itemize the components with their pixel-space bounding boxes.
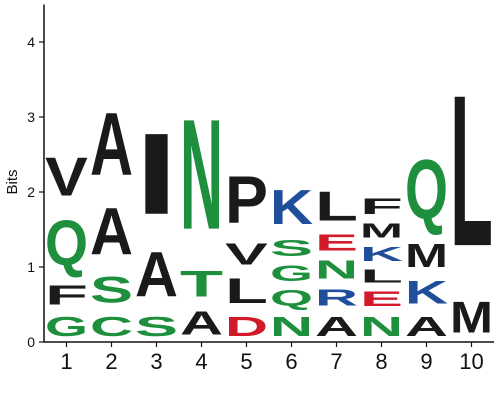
- logo-letter-a: A: [405, 310, 448, 341]
- logo-letter-r: R: [315, 284, 358, 310]
- logo-letter-s: S: [270, 235, 313, 261]
- logo-letter-n: N: [315, 256, 358, 284]
- logo-letter-v: V: [45, 146, 88, 208]
- x-tick-label: 6: [285, 349, 297, 374]
- logo-letter-m: M: [360, 219, 403, 242]
- y-ticks: 0 1 2 3 4: [27, 34, 44, 350]
- logo-letter-q: Q: [405, 143, 448, 238]
- logo-stack-position-4: ATN: [180, 87, 223, 342]
- logo-letter-m: M: [405, 238, 448, 275]
- logo-letter-q: Q: [270, 286, 313, 311]
- logo-letter-l: L: [315, 184, 358, 230]
- x-tick-label: 1: [60, 349, 72, 374]
- x-tick-label: 3: [150, 349, 162, 374]
- x-tick-label: 5: [240, 349, 252, 374]
- x-tick-label: 9: [420, 349, 432, 374]
- logo-letter-f: F: [45, 279, 88, 310]
- logo-letter-p: P: [225, 162, 268, 236]
- y-tick-label: 1: [27, 259, 35, 275]
- x-tick-label: 2: [105, 349, 117, 374]
- logo-letter-d: D: [225, 310, 268, 341]
- y-tick-label: 2: [27, 184, 35, 200]
- logo-letter-a: A: [315, 310, 358, 341]
- logo-letter-n: N: [180, 87, 223, 263]
- y-axis-label: Bits: [4, 169, 21, 194]
- x-tick-label: 4: [195, 349, 207, 374]
- logo-stack-position-10: ML: [450, 50, 493, 342]
- logo-letter-k: K: [405, 275, 449, 311]
- logo-letter-v: V: [225, 237, 268, 272]
- x-tick-label: 10: [459, 349, 483, 374]
- x-axis: 1 2 3 4 5 6 7 8 9 10: [44, 341, 494, 374]
- logo-letter-k: K: [270, 179, 313, 235]
- logo-letter-a: A: [90, 95, 133, 195]
- y-tick-label: 0: [27, 334, 35, 350]
- logo-letter-g: G: [45, 311, 88, 342]
- logo-letter-l: L: [450, 50, 493, 291]
- x-ticks: 1 2 3 4 5 6 7 8 9 10: [60, 342, 484, 374]
- x-tick-label: 8: [375, 349, 387, 374]
- y-axis: 0 1 2 3 4 Bits: [4, 4, 45, 350]
- y-tick-label: 4: [27, 34, 35, 50]
- logo-letter-g: G: [270, 261, 313, 286]
- logo-letter-m: M: [450, 294, 493, 343]
- logo-letter-s: S: [135, 310, 178, 342]
- logo-letter-n: N: [270, 310, 313, 341]
- y-tick-label: 3: [27, 109, 35, 125]
- logo-letter-e: E: [360, 287, 403, 311]
- logo-letter-a: A: [135, 240, 178, 311]
- logo-letter-k: K: [360, 243, 403, 266]
- logo-letter-c: C: [90, 310, 133, 341]
- logo-stack-position-3: SAI: [135, 109, 178, 342]
- logo-letter-a: A: [90, 195, 133, 269]
- logo-letter-l: L: [360, 265, 403, 286]
- logo-letter-q: Q: [45, 207, 88, 279]
- logo-letter-i: I: [135, 109, 178, 239]
- logo-letter-a: A: [180, 305, 223, 342]
- logo-letter-f: F: [360, 195, 403, 220]
- logo-letter-s: S: [90, 269, 133, 310]
- logo-letter-n: N: [360, 310, 403, 341]
- logo-letter-e: E: [315, 230, 358, 256]
- logo-letter-t: T: [180, 263, 223, 304]
- logo-letter-l: L: [225, 271, 268, 310]
- x-tick-label: 7: [330, 349, 342, 374]
